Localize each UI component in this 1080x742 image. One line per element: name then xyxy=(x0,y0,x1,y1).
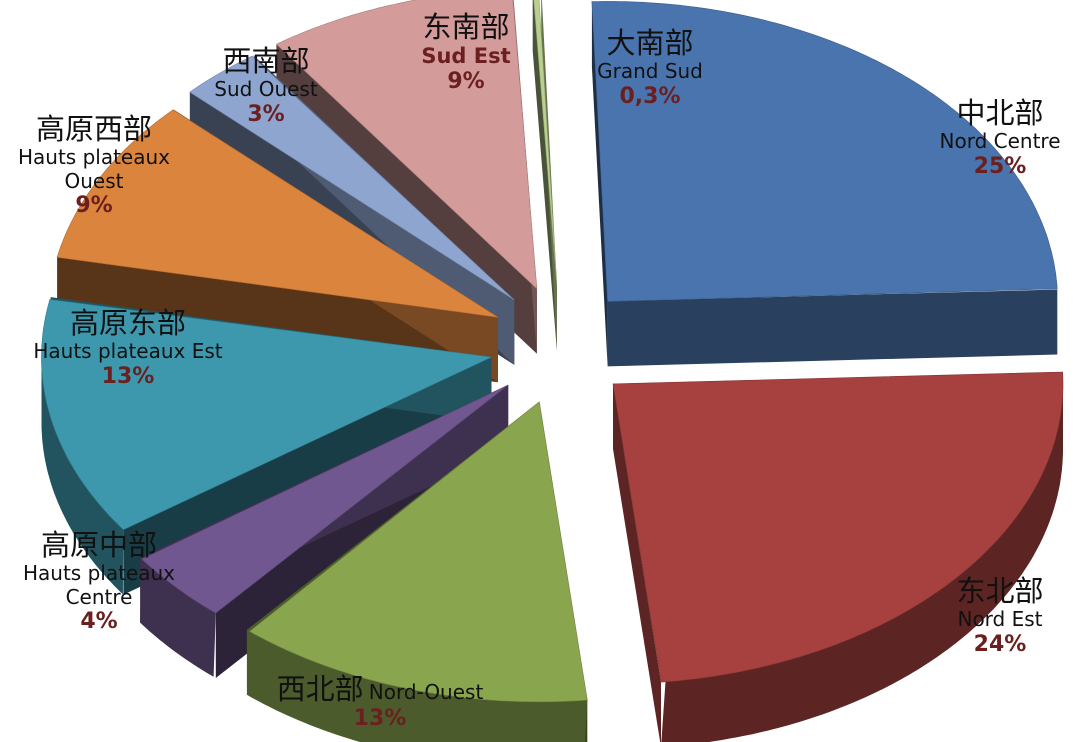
pie-slice-grand_sud-top xyxy=(533,0,558,286)
label-hp-est-pct: 13% xyxy=(101,363,155,389)
label-sud-ouest-pct: 3% xyxy=(247,101,285,127)
label-nord-ouest-pct: 13% xyxy=(353,706,407,732)
label-sud-ouest-cn: 西南部 xyxy=(222,44,310,78)
label-sud-ouest: 西南部 Sud Ouest 3% xyxy=(186,44,346,128)
label-hp-ouest: 高原西部 Hauts plateaux Ouest 9% xyxy=(4,112,184,219)
pie-slice-sud_ouest-top xyxy=(189,55,515,301)
label-hp-ouest-fr-1: Hauts plateaux xyxy=(17,145,170,170)
label-nord-est: 东北部 Nord Est 24% xyxy=(920,574,1080,658)
label-hp-ouest-pct: 9% xyxy=(75,193,113,219)
label-nord-ouest-fr: Nord-Ouest xyxy=(368,680,484,704)
label-grand-sud-cn: 大南部 xyxy=(606,26,694,60)
label-nord-ouest: 西北部 Nord-Ouest 13% xyxy=(240,672,520,732)
pie-slice-nord_est xyxy=(612,371,1064,742)
label-nord-centre-cn: 中北部 xyxy=(956,96,1044,130)
pie-slice-hp_est-top xyxy=(41,299,493,531)
label-nord-centre-pct: 25% xyxy=(973,153,1027,179)
label-hp-est-fr: Hauts plateaux Est xyxy=(33,339,223,364)
label-hp-centre-cn: 高原中部 xyxy=(40,528,157,562)
label-hp-ouest-cn: 高原西部 xyxy=(35,112,152,146)
label-nord-est-pct: 24% xyxy=(973,631,1027,657)
pie-slice-nord_centre-top xyxy=(591,1,1058,302)
pie-slice-hp_est-rim xyxy=(41,357,124,595)
pie-slice-sud_est-top xyxy=(275,0,538,290)
label-nord-ouest-cn: 西北部 xyxy=(276,672,364,706)
label-nord-est-cn: 东北部 xyxy=(956,574,1044,608)
label-sud-ouest-fr: Sud Ouest xyxy=(214,77,318,102)
label-grand-sud: 大南部 Grand Sud 0,3% xyxy=(570,26,730,110)
pie-slice-nord_est-wall-1 xyxy=(613,383,661,742)
pie-slice-nord_ouest xyxy=(246,401,588,742)
pie-slice-nord_centre-wall-0 xyxy=(591,1,608,367)
label-sud-est: 东南部 Sud Est 9% xyxy=(386,10,546,95)
label-nord-est-fr: Nord Est xyxy=(957,607,1043,632)
pie-slice-hp_centre-rim xyxy=(140,559,216,677)
pie-slice-nord_ouest-rim xyxy=(246,631,588,742)
label-hp-centre-fr-2: Centre xyxy=(65,584,133,609)
label-hp-centre: 高原中部 Hauts plateaux Centre 4% xyxy=(4,528,194,635)
pie-slice-nord_ouest-top xyxy=(249,401,588,703)
label-nord-centre: 中北部 Nord Centre 25% xyxy=(920,96,1080,180)
pie-slice-hp_centre-top xyxy=(141,384,509,614)
label-hp-centre-pct: 4% xyxy=(80,609,118,635)
label-nord-centre-fr: Nord Centre xyxy=(939,129,1061,154)
pie-slice-nord_centre-wall-1 xyxy=(607,289,1058,367)
pie-slice-hp_ouest-top xyxy=(56,109,499,318)
label-sud-est-pct: 9% xyxy=(447,68,485,94)
label-grand-sud-pct: 0,3% xyxy=(619,83,681,109)
pie-slice-nord_centre xyxy=(591,1,1058,367)
pie-slice-grand_sud xyxy=(532,0,558,351)
label-hp-est-cn: 高原东部 xyxy=(69,306,186,340)
label-hp-ouest-fr-2: Ouest xyxy=(64,168,124,193)
label-sud-est-fr: Sud Est xyxy=(421,44,511,69)
pie-slice-grand_sud-wall-0 xyxy=(532,0,557,351)
label-sud-est-cn: 东南部 xyxy=(422,10,510,44)
pie-slice-nord_est-rim xyxy=(661,383,1063,742)
label-hp-centre-fr-1: Hauts plateaux xyxy=(22,561,175,586)
label-hp-est: 高原东部 Hauts plateaux Est 13% xyxy=(8,306,248,390)
label-grand-sud-fr: Grand Sud xyxy=(597,59,703,84)
pie-slice-nord_est-top xyxy=(612,371,1064,683)
